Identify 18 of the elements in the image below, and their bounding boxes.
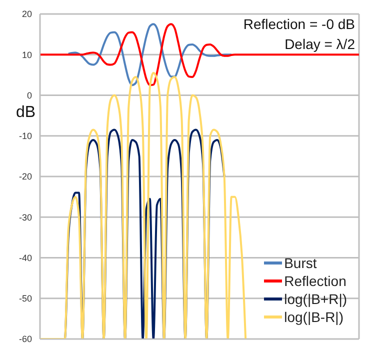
y-tick-label: -40 [18,252,32,263]
line-series [67,23,232,86]
y-tick-label: -50 [18,294,32,304]
annotation: Reflection = -0 dB [243,15,355,34]
legend-label: Burst [284,254,317,272]
y-tick-label: 10 [22,50,32,60]
y-tick-label: -30 [18,212,32,222]
annotation: Delay = λ/2 [284,35,355,54]
y-tick-label: -60 [18,334,32,344]
y-tick-label: -20 [18,172,32,182]
y-tick-label: 20 [22,9,32,20]
line-series [40,72,247,339]
y-axis-title: dB [16,104,36,122]
y-tick-label: -10 [18,131,32,142]
legend-label: log(|B+R|) [284,290,347,308]
legend-label: log(|B-R|) [284,308,344,326]
legend-label: Reflection [284,272,346,290]
y-tick-label: 0 [26,90,32,100]
